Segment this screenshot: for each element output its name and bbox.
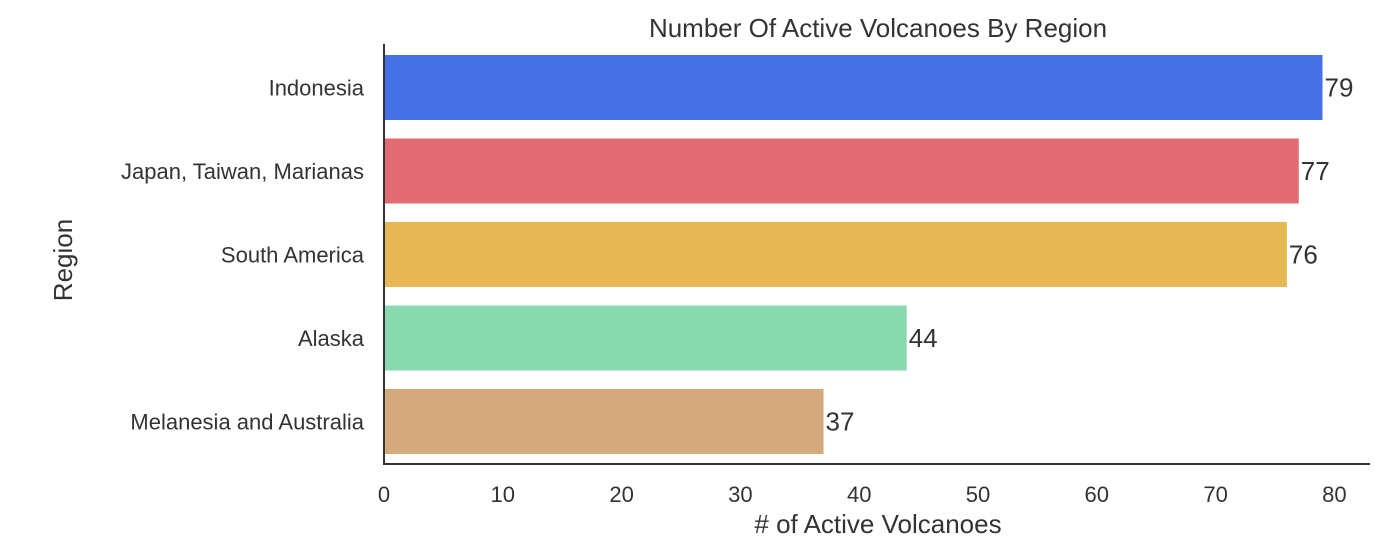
bar-indonesia <box>385 55 1323 120</box>
bar-melanesia-and-australia <box>385 389 824 454</box>
bar-alaska <box>385 305 907 371</box>
y-tick-labels: Indonesia Japan, Taiwan, Marianas South Am… <box>121 76 365 435</box>
data-label: 37 <box>826 407 855 437</box>
x-tick-label: 80 <box>1322 482 1346 507</box>
x-tick-label: 70 <box>1203 482 1227 507</box>
y-tick-label: Indonesia <box>269 76 365 101</box>
data-labels: 79 77 76 44 37 <box>826 73 1354 437</box>
x-axis-label: # of Active Volcanoes <box>754 509 1001 539</box>
y-tick-label: South America <box>221 243 365 268</box>
x-tick-label: 50 <box>966 482 990 507</box>
data-label: 77 <box>1301 156 1330 186</box>
y-tick-label: Alaska <box>298 326 365 351</box>
x-tick-label: 60 <box>1085 482 1109 507</box>
y-tick-label: Melanesia and Australia <box>130 410 364 435</box>
x-tick-label: 20 <box>609 482 633 507</box>
x-tick-labels: 0 10 20 30 40 50 60 70 80 <box>378 482 1347 507</box>
bars-group <box>385 55 1323 454</box>
data-label: 79 <box>1325 73 1354 103</box>
x-tick-label: 0 <box>378 482 390 507</box>
y-tick-label: Japan, Taiwan, Marianas <box>121 159 364 184</box>
chart-title: Number Of Active Volcanoes By Region <box>649 13 1107 43</box>
data-label: 44 <box>909 323 938 353</box>
bar-japan-taiwan-marianas <box>385 138 1299 204</box>
bar-south-america <box>385 222 1287 287</box>
x-tick-label: 30 <box>728 482 752 507</box>
x-tick-label: 10 <box>491 482 515 507</box>
x-tick-label: 40 <box>847 482 871 507</box>
y-axis-label: Region <box>48 219 78 301</box>
data-label: 76 <box>1289 240 1318 270</box>
